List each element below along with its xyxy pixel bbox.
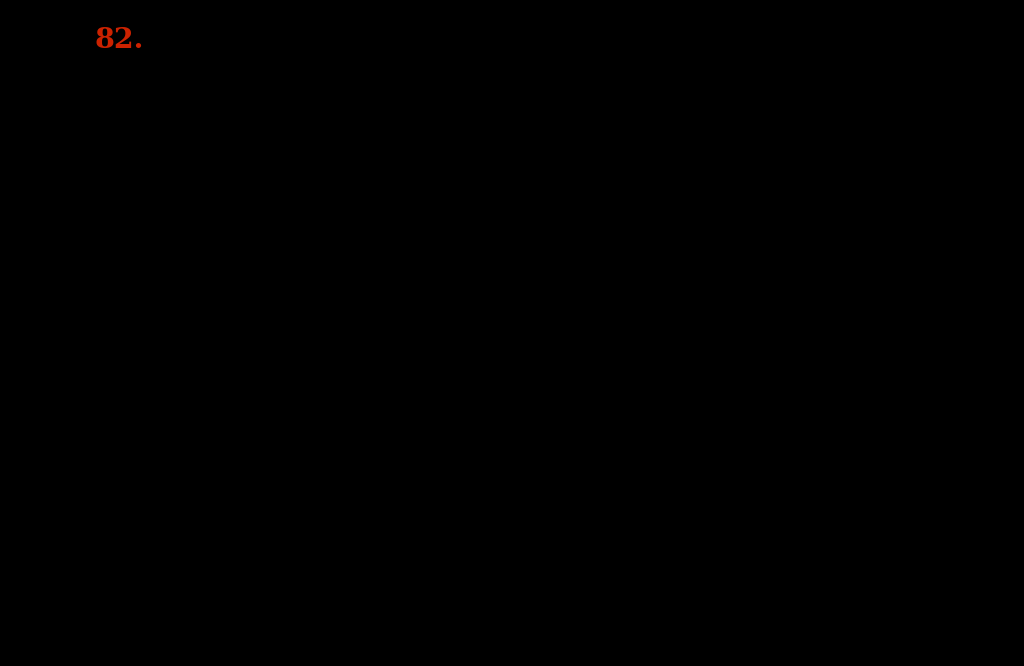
Text: ure 22.13 is $V_A/V_B$ = 8.00. At the beginning $A$ of the: ure 22.13 is $V_A/V_B$ = 8.00. At the be… <box>176 61 850 90</box>
Text: fluid as an ideal gas with $\gamma$ = 1.40. (a) Fill in this table: fluid as an ideal gas with $\gamma$ = 1.… <box>176 195 888 225</box>
Text: 20.0°C. At the beginning of the adiabatic expansion,: 20.0°C. At the beginning of the adiabati… <box>176 128 859 153</box>
Text: compression process, 500 cm$^3$ of gas is at 100 kPa and: compression process, 500 cm$^3$ of gas i… <box>176 94 896 128</box>
Text: to follow the states of the gas:: to follow the states of the gas: <box>176 228 570 253</box>
Text: 82.: 82. <box>94 27 143 54</box>
Text: The compression ratio of an Otto cycle as shown in Fig-: The compression ratio of an Otto cycle a… <box>176 27 903 52</box>
Text: the temperature is $T_C$ = 750°C. Model the working: the temperature is $T_C$ = 750°C. Model … <box>176 161 842 191</box>
